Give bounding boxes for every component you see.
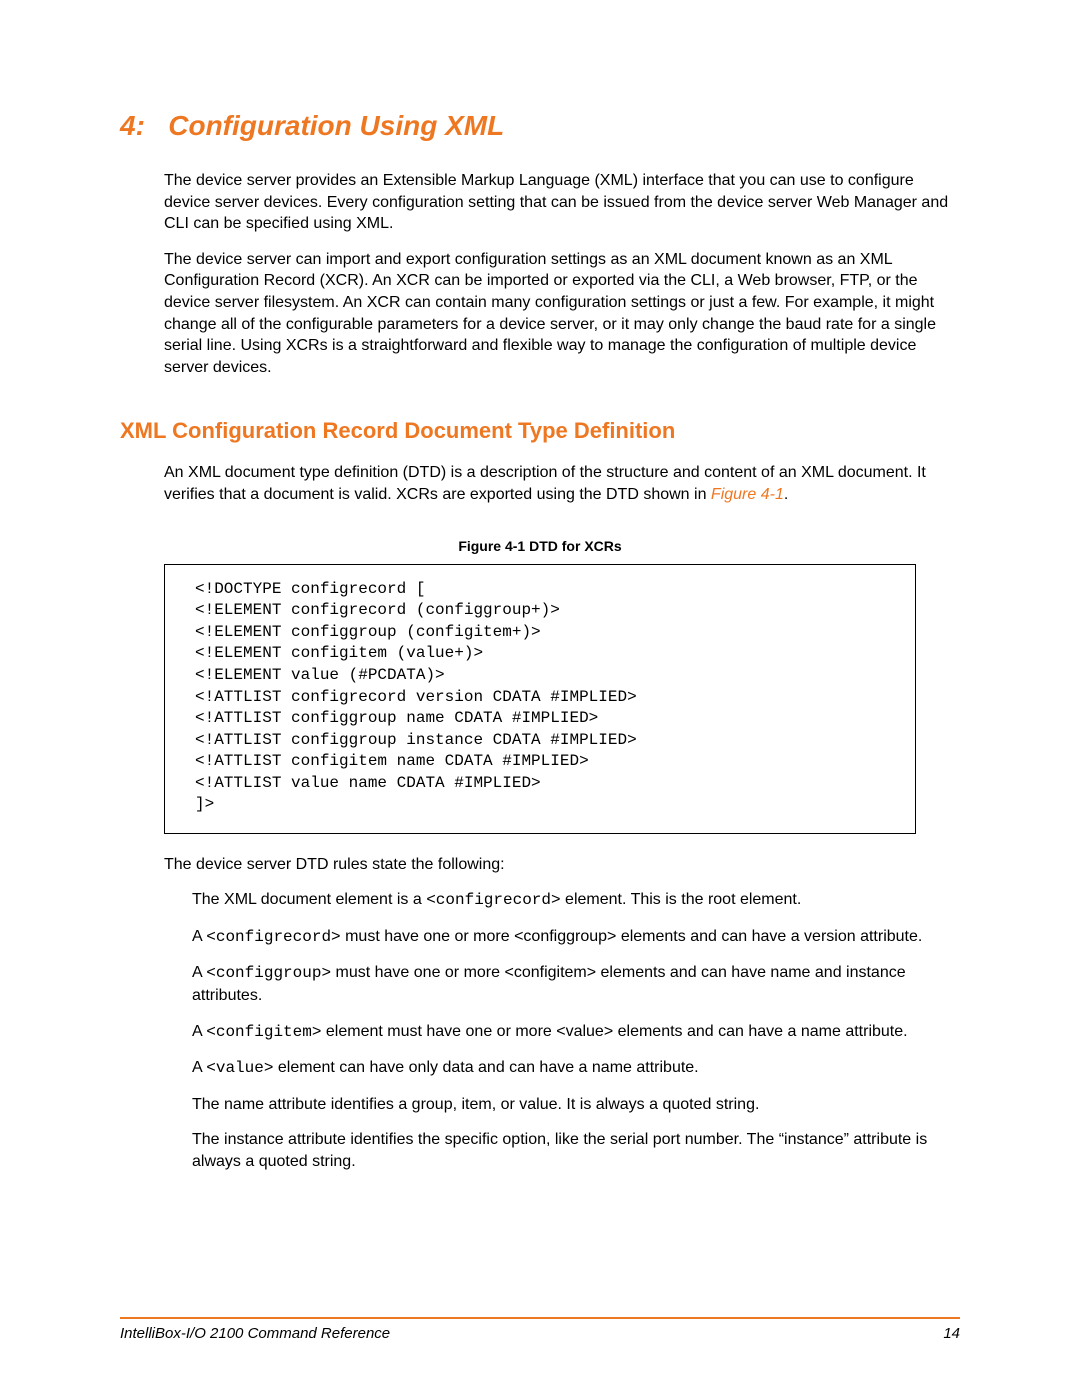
- chapter-number: 4:: [120, 110, 145, 141]
- footer-doc-title: IntelliBox-I/O 2100 Command Reference: [120, 1325, 390, 1342]
- rule-3-a: A: [192, 964, 206, 981]
- intro-paragraph-2: The device server can import and export …: [164, 249, 960, 379]
- rules-intro: The device server DTD rules state the fo…: [164, 854, 960, 876]
- rule-3-code: <configgroup>: [206, 964, 331, 982]
- rule-item-5: A <value> element can have only data and…: [192, 1057, 960, 1080]
- rule-2-code: <configrecord>: [206, 928, 340, 946]
- section-paragraph-1: An XML document type definition (DTD) is…: [164, 462, 960, 505]
- rule-item-2: A <configrecord> must have one or more <…: [192, 926, 960, 949]
- rule-4-a: A: [192, 1023, 206, 1040]
- dtd-code-box: <!DOCTYPE configrecord [ <!ELEMENT confi…: [164, 564, 916, 834]
- rule-item-1: The XML document element is a <configrec…: [192, 889, 960, 912]
- dtd-code: <!DOCTYPE configrecord [ <!ELEMENT confi…: [195, 579, 885, 817]
- section-title: XML Configuration Record Document Type D…: [120, 418, 960, 444]
- rule-2-a: A: [192, 928, 206, 945]
- rule-5-code: <value>: [206, 1059, 273, 1077]
- chapter-name: Configuration Using XML: [168, 110, 504, 141]
- rule-item-7: The instance attribute identifies the sp…: [192, 1129, 960, 1172]
- rule-2-b: must have one or more <configgroup> elem…: [341, 928, 923, 945]
- chapter-title: 4: Configuration Using XML: [120, 110, 960, 142]
- rule-4-code: <configitem>: [206, 1023, 321, 1041]
- rule-4-b: element must have one or more <value> el…: [321, 1023, 907, 1040]
- rule-5-a: A: [192, 1059, 206, 1076]
- footer-page-number: 14: [943, 1325, 960, 1342]
- rule-1-a: The XML document element is a: [192, 891, 426, 908]
- section-p1-post: .: [784, 486, 788, 503]
- rule-5-b: element can have only data and can have …: [273, 1059, 698, 1076]
- document-page: 4: Configuration Using XML The device se…: [0, 0, 1080, 1397]
- rule-item-3: A <configgroup> must have one or more <c…: [192, 962, 960, 1006]
- figure-caption: Figure 4-1 DTD for XCRs: [120, 538, 960, 554]
- rule-item-6: The name attribute identifies a group, i…: [192, 1094, 960, 1116]
- intro-paragraph-1: The device server provides an Extensible…: [164, 170, 960, 235]
- page-footer: IntelliBox-I/O 2100 Command Reference 14: [120, 1317, 960, 1342]
- rule-1-b: element. This is the root element.: [561, 891, 802, 908]
- rule-1-code: <configrecord>: [426, 891, 560, 909]
- section-p1-pre: An XML document type definition (DTD) is…: [164, 464, 926, 503]
- figure-reference-link[interactable]: Figure 4-1: [711, 486, 784, 503]
- rule-item-4: A <configitem> element must have one or …: [192, 1021, 960, 1044]
